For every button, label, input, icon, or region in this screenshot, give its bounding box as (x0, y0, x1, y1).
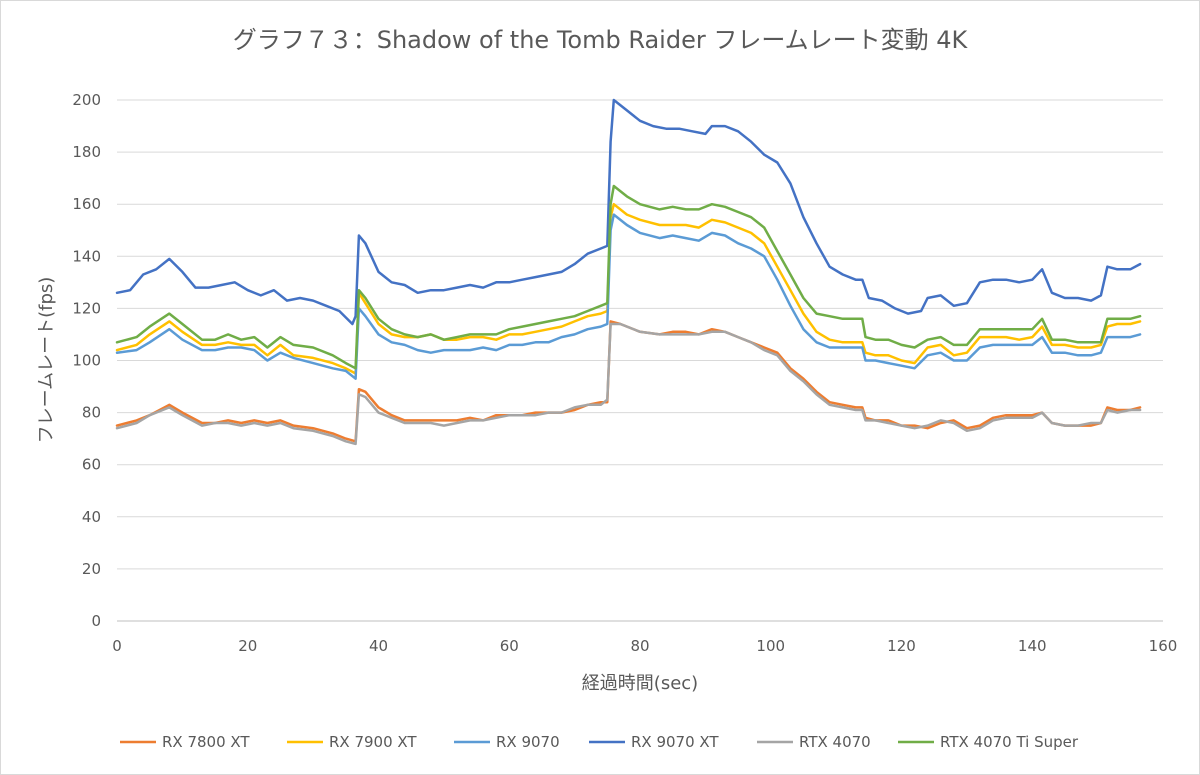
chart-title: グラフ７３：Shadow of the Tomb Raider フレームレート変… (233, 26, 969, 54)
y-tick-label: 40 (82, 508, 101, 526)
y-axis-title: フレームレート(fps) (36, 277, 57, 444)
gridlines (117, 99, 1163, 570)
legend-label: RX 7800 XT (162, 733, 250, 751)
series-line (115, 184, 1142, 370)
legend: RX 7800 XT RX 7900 XT RX 9070 RX 9070 XT RTX… (120, 733, 1079, 751)
legend-label: RTX 4070 (799, 733, 871, 751)
y-tick-label: 120 (72, 299, 101, 317)
x-tick-label: 140 (1018, 637, 1047, 655)
x-tick-label: 60 (500, 637, 519, 655)
y-tick-label: 140 (72, 247, 101, 265)
legend-label: RX 7900 XT (329, 733, 417, 751)
series-line (115, 202, 1142, 375)
y-tick-label: 180 (72, 143, 101, 161)
y-tick-label: 0 (91, 612, 101, 630)
x-axis-title: 経過時間(sec) (582, 673, 698, 694)
x-tick-label: 0 (112, 637, 122, 655)
x-tick-label: 160 (1149, 637, 1178, 655)
x-axis-ticks: 0 20 40 60 80 100 120 140 160 (112, 637, 1177, 655)
series-lines (115, 98, 1142, 446)
y-tick-label: 100 (72, 352, 101, 370)
x-tick-label: 100 (756, 637, 785, 655)
x-tick-label: 40 (369, 637, 388, 655)
y-tick-label: 20 (82, 560, 101, 578)
y-tick-label: 200 (72, 91, 101, 109)
y-tick-label: 160 (72, 195, 101, 213)
series-line (115, 213, 1142, 380)
legend-label: RTX 4070 Ti Super (940, 733, 1079, 751)
legend-label: RX 9070 XT (631, 733, 719, 751)
y-tick-label: 80 (82, 404, 101, 422)
y-axis-ticks: 0 20 40 60 80 100 120 140 160 180 200 (72, 91, 101, 630)
x-tick-label: 80 (630, 637, 649, 655)
y-tick-label: 60 (82, 456, 101, 474)
legend-label: RX 9070 (496, 733, 560, 751)
x-tick-label: 20 (238, 637, 257, 655)
series-line (115, 98, 1142, 326)
x-tick-label: 120 (887, 637, 916, 655)
series-line (115, 322, 1142, 446)
